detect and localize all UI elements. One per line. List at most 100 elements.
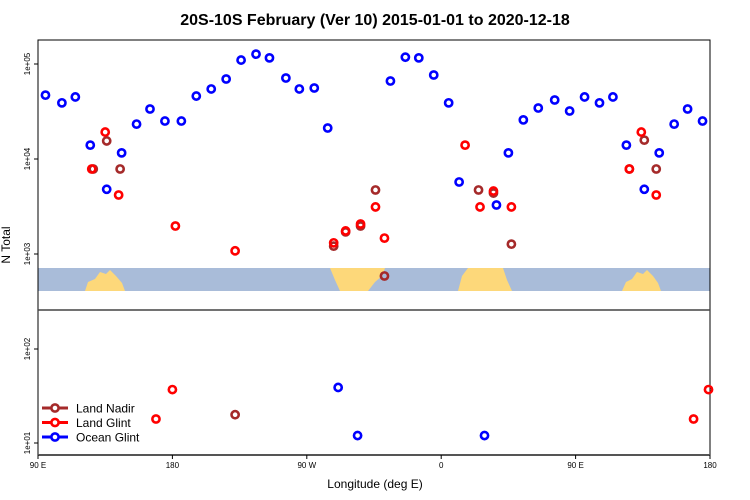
y-axis-label: N Total — [0, 226, 13, 263]
x-tick-label: 180 — [703, 461, 717, 470]
map-strip — [38, 268, 710, 291]
ocean-glint-point — [322, 123, 333, 133]
ocean-glint-point — [221, 74, 232, 84]
ocean-glint-point — [56, 97, 67, 108]
legend-marker-land-nadir — [50, 403, 60, 413]
ocean-glint-point — [533, 103, 544, 113]
land-glint-point — [651, 190, 662, 200]
land-glint-point — [506, 202, 517, 212]
y-tick-label: 1e+05 — [23, 52, 32, 75]
ocean-glint-point — [639, 184, 650, 195]
land-glint-point — [230, 245, 241, 256]
ocean-glint-point — [654, 147, 665, 158]
ocean-glint-point — [564, 106, 575, 116]
y-ticks: 1e+05 1e+04 1e+03 1e+02 1e+01 — [23, 52, 38, 454]
land-glint-point — [100, 127, 111, 137]
ocean-glint-point — [385, 76, 396, 86]
land-nadir-point — [473, 185, 484, 195]
x-tick-label: 180 — [166, 461, 180, 470]
land-glint-point — [370, 202, 381, 212]
ocean-glint-point — [280, 73, 291, 83]
x-tick-label: 90 E — [30, 461, 46, 470]
ocean-glint-point — [206, 84, 217, 94]
land-glint-point — [475, 202, 485, 212]
ocean-glint-point — [85, 140, 96, 151]
land-glint-point — [86, 164, 97, 174]
legend-label-land-glint: Land Glint — [76, 416, 131, 430]
ocean-glint-point — [443, 97, 454, 108]
land-glint-point — [113, 190, 124, 200]
ocean-glint-point — [549, 95, 560, 105]
ocean-glint-point — [579, 92, 590, 102]
y-tick-label: 1e+03 — [23, 242, 32, 265]
land-shape — [458, 268, 512, 291]
land-nadir-point — [639, 135, 650, 146]
ocean-glint-point — [191, 91, 202, 101]
ocean-glint-point — [479, 430, 490, 441]
ocean-glint-point — [697, 116, 708, 126]
land-nadir-point — [370, 185, 381, 195]
ocean-glint-point — [160, 116, 170, 126]
ocean-glint-point — [176, 116, 187, 126]
x-axis-label: Longitude (deg E) — [327, 477, 422, 491]
ocean-glint-point — [116, 147, 127, 158]
land-nadir-point — [379, 271, 390, 281]
ocean-glint-point — [309, 83, 320, 93]
land-glint-point — [328, 237, 339, 248]
land-shape — [622, 270, 661, 291]
ocean-glint-point — [682, 104, 693, 114]
land-nadir-point — [115, 164, 126, 174]
land-glint-point — [703, 384, 714, 395]
land-nadir-point — [101, 136, 112, 146]
legend-marker-ocean-glint — [50, 432, 60, 442]
land-glint-point — [636, 127, 647, 137]
ocean-glint-point — [518, 114, 529, 125]
x-tick-label: 0 — [439, 461, 444, 470]
land-shape — [85, 270, 125, 291]
plot-frame — [37, 39, 711, 456]
legend-label-ocean-glint: Ocean Glint — [76, 431, 140, 445]
y-tick-label: 1e+01 — [23, 431, 32, 454]
legend-marker-land-glint — [50, 417, 60, 428]
ocean-glint-point — [131, 119, 142, 130]
x-tick-label: 90 E — [567, 461, 583, 470]
land-glint-point — [170, 221, 181, 231]
land-shape — [330, 268, 385, 291]
ocean-glint-point — [145, 104, 155, 114]
ocean-glint-point — [608, 92, 618, 102]
legend-label-land-nadir: Land Nadir — [76, 402, 135, 416]
ocean-glint-point — [491, 200, 502, 210]
ocean-glint-point — [101, 184, 112, 195]
land-glint-point — [624, 164, 635, 174]
land-glint-point — [688, 414, 699, 424]
chart-title: 20S-10S February (Ver 10) 2015-01-01 to … — [180, 12, 570, 29]
ocean-glint-point — [236, 55, 246, 65]
ocean-glint-point — [251, 49, 261, 60]
land-glint-point — [379, 233, 390, 244]
ocean-glint-point — [621, 140, 632, 151]
land-glint-point — [340, 226, 351, 236]
data-points — [40, 49, 714, 441]
y-tick-label: 1e+02 — [23, 337, 32, 360]
land-glint-point — [151, 414, 161, 424]
x-ticks: 90 E 180 90 W 0 90 E 180 — [30, 455, 717, 470]
land-nadir-point — [506, 239, 517, 250]
ocean-glint-point — [352, 430, 363, 441]
land-nadir-point — [651, 164, 662, 174]
ocean-glint-point — [413, 52, 424, 63]
land-glint-point — [355, 219, 366, 229]
ocean-glint-point — [294, 84, 305, 94]
ocean-glint-point — [70, 92, 81, 102]
ocean-glint-point — [669, 119, 680, 130]
x-tick-label: 90 W — [297, 461, 316, 470]
ocean-glint-point — [428, 70, 439, 80]
ocean-glint-point — [40, 90, 51, 101]
land-nadir-point — [230, 409, 241, 420]
ocean-glint-point — [400, 52, 411, 63]
land-glint-point — [167, 384, 178, 395]
land-glint-point — [488, 186, 499, 196]
ocean-glint-point — [264, 52, 275, 63]
land-glint-point — [460, 140, 470, 151]
